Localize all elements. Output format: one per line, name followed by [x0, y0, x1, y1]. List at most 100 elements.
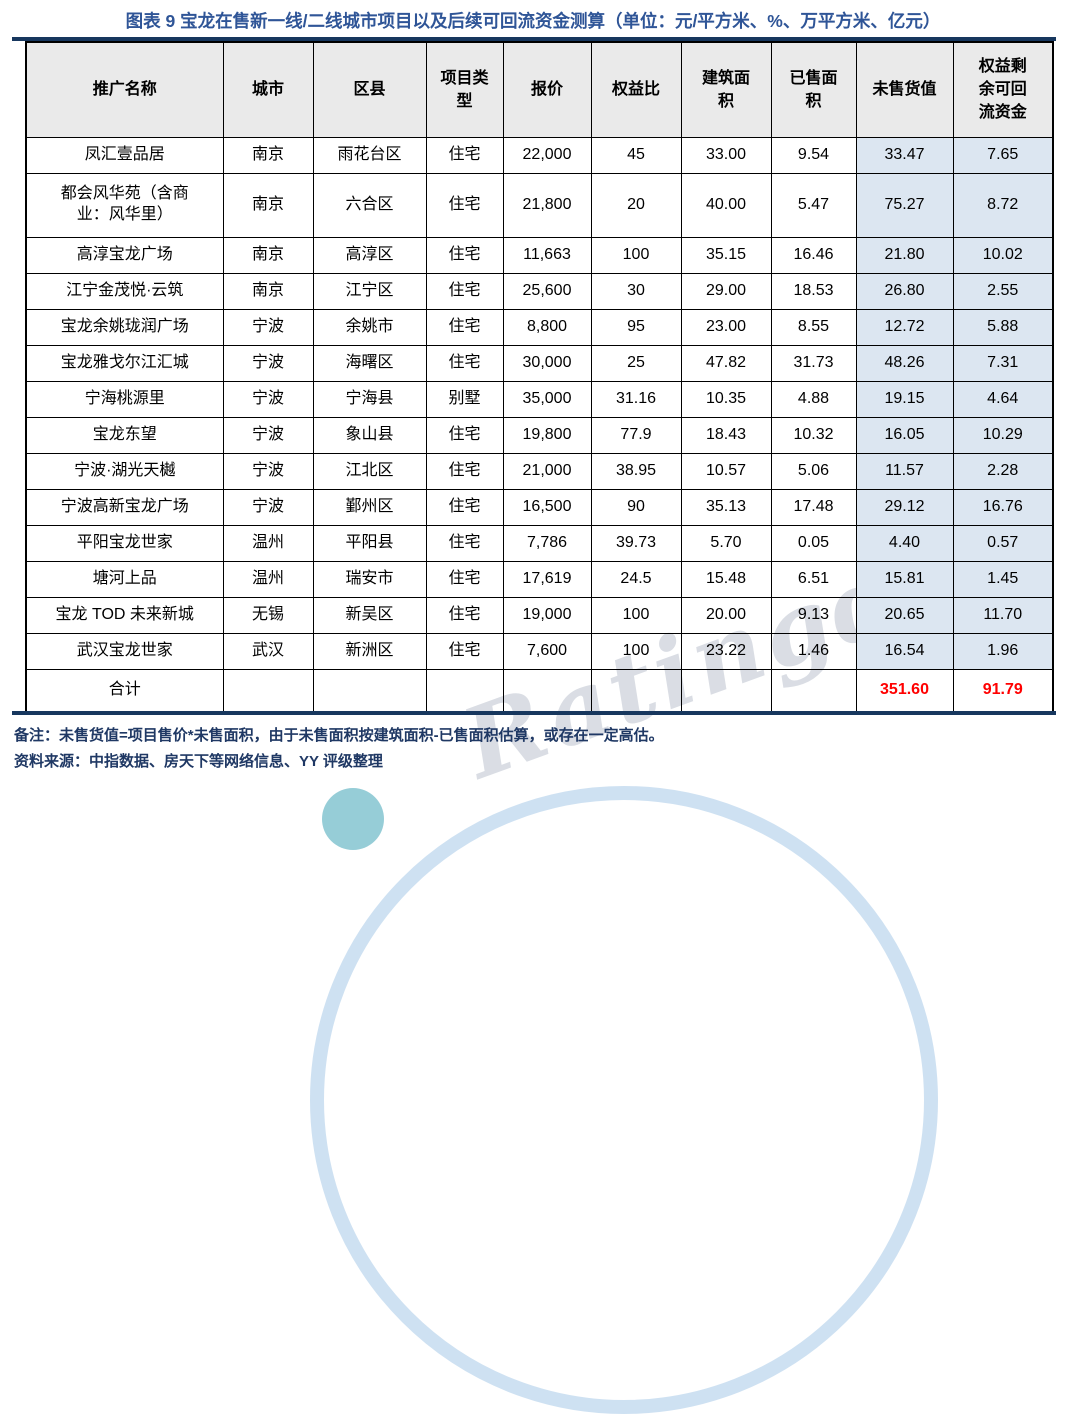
table-cell: 江宁区 [312, 272, 427, 310]
table-row: 塘河上品 温州 瑞安市 住宅 17,619 24.5 15.48 6.51 15.81 1.45 [25, 560, 1054, 598]
table-cell: 48.26 [855, 344, 954, 382]
table-cell: 10.02 [952, 236, 1054, 274]
table-cell: 宝龙 TOD 未来新城 [25, 596, 224, 634]
column-header-4: 报价 [502, 41, 592, 138]
table-cell: 17.48 [770, 488, 857, 526]
table-cell: 高淳区 [312, 236, 427, 274]
table-cell: 住宅 [425, 488, 504, 526]
table-cell: 宁波 [222, 488, 314, 526]
table-cell: 4.40 [855, 524, 954, 562]
table-cell: 35.15 [680, 236, 772, 274]
table-cell: 5.88 [952, 308, 1054, 346]
table-cell: 10.32 [770, 416, 857, 454]
table-cell: 凤汇壹品居 [25, 136, 224, 174]
table-cell: 住宅 [425, 596, 504, 634]
table-row: 江宁金茂悦·云筑 南京 江宁区 住宅 25,600 30 29.00 18.53 26.80 2.… [25, 272, 1054, 310]
table-cell: 宝龙余姚珑润广场 [25, 308, 224, 346]
table-cell: 23.22 [680, 632, 772, 670]
table-row: 宁波·湖光天樾 宁波 江北区 住宅 21,000 38.95 10.57 5.06 11.57 2… [25, 452, 1054, 490]
table-cell: 15.48 [680, 560, 772, 598]
table-cell: 别墅 [425, 380, 504, 418]
table-cell: 21.80 [855, 236, 954, 274]
table-cell: 6.51 [770, 560, 857, 598]
table-cell: 雨花台区 [312, 136, 427, 174]
table-cell: 7,786 [502, 524, 592, 562]
table-cell: 4.88 [770, 380, 857, 418]
table-cell: 南京 [222, 136, 314, 174]
table-cell: 15.81 [855, 560, 954, 598]
empty-cell [502, 668, 592, 713]
column-header-2: 区县 [312, 41, 427, 138]
empty-cell [590, 668, 682, 713]
table-cell: 象山县 [312, 416, 427, 454]
table-cell: 宝龙雅戈尔江汇城 [25, 344, 224, 382]
table-cell: 35.13 [680, 488, 772, 526]
table-cell: 平阳宝龙世家 [25, 524, 224, 562]
table-cell: 宁波 [222, 308, 314, 346]
table-cell: 宝龙东望 [25, 416, 224, 454]
table-row: 宁海桃源里 宁波 宁海县 别墅 35,000 31.16 10.35 4.88 19.15 4.6… [25, 380, 1054, 418]
table-cell: 10.29 [952, 416, 1054, 454]
table-cell: 25,600 [502, 272, 592, 310]
total-label: 合计 [25, 668, 224, 713]
table-cell: 宁波高新宝龙广场 [25, 488, 224, 526]
top-rule [12, 37, 1056, 41]
empty-cell [222, 668, 314, 713]
table-cell: 南京 [222, 172, 314, 238]
table-cell: 新洲区 [312, 632, 427, 670]
column-header-6: 建筑面积 [680, 41, 772, 138]
table-cell: 40.00 [680, 172, 772, 238]
table-cell: 住宅 [425, 308, 504, 346]
table-cell: 1.46 [770, 632, 857, 670]
table-row: 武汉宝龙世家 武汉 新洲区 住宅 7,600 100 23.22 1.46 16.54 1.96 [25, 632, 1054, 670]
empty-cell [770, 668, 857, 713]
table-cell: 7.65 [952, 136, 1054, 174]
table-cell: 鄞州区 [312, 488, 427, 526]
table-cell: 住宅 [425, 632, 504, 670]
table-cell: 海曙区 [312, 344, 427, 382]
table-cell: 江宁金茂悦·云筑 [25, 272, 224, 310]
empty-cell [312, 668, 427, 713]
table-cell: 8,800 [502, 308, 592, 346]
column-header-7: 已售面积 [770, 41, 857, 138]
table-cell: 宁波 [222, 380, 314, 418]
table-cell: 17,619 [502, 560, 592, 598]
watermark-arc [310, 786, 938, 1414]
table-cell: 30 [590, 272, 682, 310]
table-cell: 29.00 [680, 272, 772, 310]
projects-table: 推广名称 城市 区县 项目类型 报价 权益比 建筑面积 已售面积 未售货值 权益剩余可回流资金 凤… [25, 41, 1054, 713]
empty-cell [425, 668, 504, 713]
table-cell: 武汉 [222, 632, 314, 670]
table-cell: 45 [590, 136, 682, 174]
table-header: 推广名称 城市 区县 项目类型 报价 权益比 建筑面积 已售面积 未售货值 权益剩余可回流资金 [25, 41, 1054, 138]
table-cell: 19,800 [502, 416, 592, 454]
total-unsold-value: 351.60 [855, 668, 954, 713]
table-cell: 瑞安市 [312, 560, 427, 598]
table-cell: 16.54 [855, 632, 954, 670]
table-row: 凤汇壹品居 南京 雨花台区 住宅 22,000 45 33.00 9.54 33.47 7.65 [25, 136, 1054, 174]
table-cell: 2.55 [952, 272, 1054, 310]
column-header-0: 推广名称 [25, 41, 224, 138]
column-header-8: 未售货值 [855, 41, 954, 138]
table-cell: 8.72 [952, 172, 1054, 238]
table-cell: 21,800 [502, 172, 592, 238]
table-cell: 0.05 [770, 524, 857, 562]
table-cell: 南京 [222, 236, 314, 274]
table-cell: 六合区 [312, 172, 427, 238]
table-cell: 11.57 [855, 452, 954, 490]
column-header-9: 权益剩余可回流资金 [952, 41, 1054, 138]
table-row: 宝龙余姚珑润广场 宁波 余姚市 住宅 8,800 95 23.00 8.55 12.72 5.88 [25, 308, 1054, 346]
table-cell: 12.72 [855, 308, 954, 346]
table-row: 宝龙雅戈尔江汇城 宁波 海曙区 住宅 30,000 25 47.82 31.73 48.26 7.… [25, 344, 1054, 382]
table-cell: 宁波 [222, 452, 314, 490]
table-cell: 11,663 [502, 236, 592, 274]
table-cell: 21,000 [502, 452, 592, 490]
table-cell: 20 [590, 172, 682, 238]
table-cell: 住宅 [425, 524, 504, 562]
table-cell: 18.53 [770, 272, 857, 310]
table-cell: 47.82 [680, 344, 772, 382]
note-remark: 备注：未售货值=项目售价*未售面积，由于未售面积按建筑面积-已售面积估算，或存在… [14, 727, 664, 744]
table-cell: 90 [590, 488, 682, 526]
table-cell: 100 [590, 596, 682, 634]
table-cell: 2.28 [952, 452, 1054, 490]
